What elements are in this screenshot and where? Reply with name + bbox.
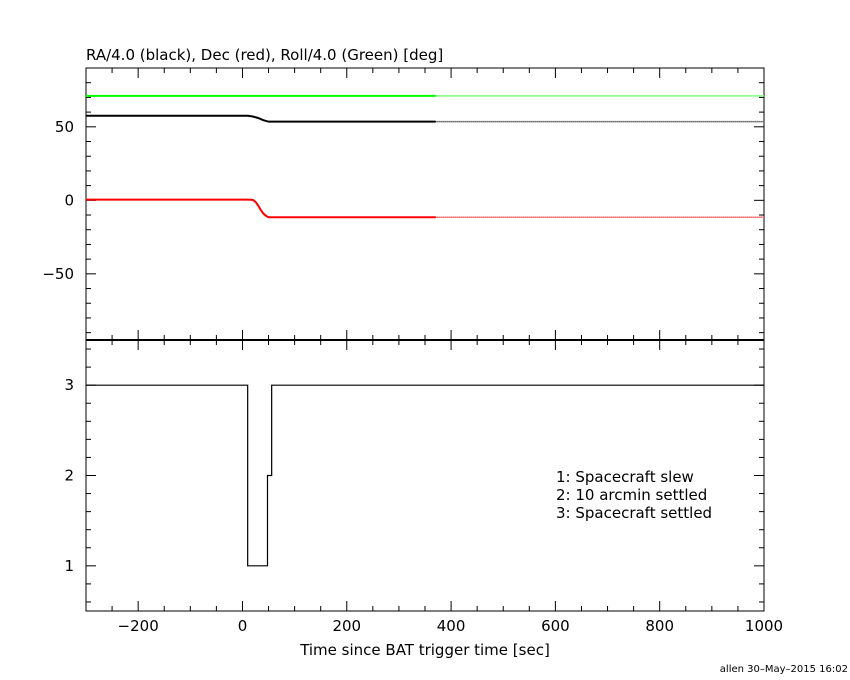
y-tick-label: 1	[64, 557, 74, 575]
settling-panel-ytick-labels: 1 2 3	[64, 376, 74, 575]
y-tick-label: 2	[64, 467, 74, 485]
attitude-panel: −50 0 50 RA/4.0 (black), Dec (red), Roll/4…	[42, 46, 765, 341]
y-tick-label: 3	[64, 376, 74, 394]
y-tick-label: 50	[55, 118, 74, 136]
settling-panel: 1 2 3 −200 0 200 400 600 800 1000 1: Spacecraft …	[64, 339, 784, 659]
credit-text: allen 30–May–2015 16:02	[720, 664, 848, 675]
x-axis-label: Time since BAT trigger time [sec]	[299, 641, 550, 659]
attitude-panel-series	[86, 94, 764, 219]
attitude-series-line	[86, 114, 436, 123]
x-tick-label: 400	[437, 617, 466, 635]
settling-panel-ticks	[85, 340, 765, 611]
x-tick-label: 1000	[745, 617, 783, 635]
attitude-panel-title: RA/4.0 (black), Dec (red), Roll/4.0 (Gre…	[86, 46, 443, 64]
x-tick-label: −200	[118, 617, 159, 635]
y-tick-label: 0	[64, 191, 74, 209]
attitude-panel-frame	[85, 67, 765, 341]
attitude-panel-ticks	[85, 67, 765, 340]
settling-legend-line-3: 3: Spacecraft settled	[556, 504, 712, 522]
settling-panel-series	[86, 384, 764, 567]
attitude-series-line	[86, 198, 436, 219]
x-tick-label: 600	[541, 617, 570, 635]
attitude-panel-ytick-labels: −50 0 50	[42, 118, 74, 283]
x-tick-label: 200	[332, 617, 361, 635]
y-tick-label: −50	[42, 265, 74, 283]
settling-legend-line-1: 1: Spacecraft slew	[556, 468, 694, 486]
x-tick-label: 0	[238, 617, 248, 635]
x-tick-label: 800	[645, 617, 674, 635]
settling-panel-xtick-labels: −200 0 200 400 600 800 1000	[118, 617, 784, 635]
settling-status-line	[86, 384, 764, 567]
settling-legend-line-2: 2: 10 arcmin settled	[556, 486, 707, 504]
